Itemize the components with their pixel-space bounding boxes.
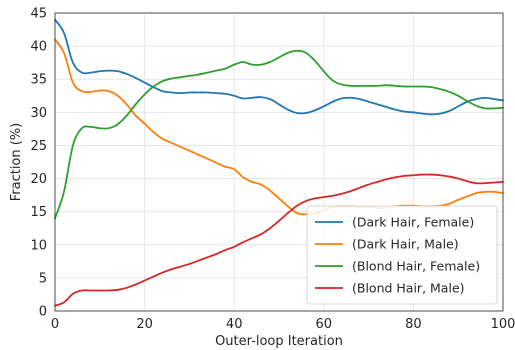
y-tick-label: 30 [30, 106, 47, 121]
legend-label-2: (Blond Hair, Female) [352, 259, 480, 274]
y-tick-label: 15 [30, 205, 47, 220]
axes: 0 20 40 60 80 100 0 5 10 15 20 25 30 35 40 45 [30, 7, 515, 333]
legend-label-1: (Dark Hair, Male) [352, 237, 459, 252]
x-tick-label: 100 [491, 317, 515, 332]
y-tick-label: 10 [30, 238, 47, 253]
series-line-0 [54, 18, 504, 116]
plot-frame [54, 12, 504, 312]
y-tick-label: 45 [30, 7, 47, 22]
y-tick-label: 25 [30, 139, 47, 154]
y-tick-label: 20 [30, 172, 47, 187]
y-tick-label: 40 [30, 40, 47, 55]
legend: (Dark Hair, Female) (Dark Hair, Male) (Blo… [306, 205, 498, 305]
legend-label-3: (Blond Hair, Male) [352, 281, 465, 296]
legend-box [306, 205, 498, 305]
y-tick-label: 5 [39, 271, 47, 286]
x-tick-label: 20 [136, 317, 153, 332]
x-tick-label: 80 [405, 317, 422, 332]
x-tick-label: 60 [316, 317, 333, 332]
series-line-2 [54, 49, 504, 220]
x-tick-label: 0 [51, 317, 59, 332]
legend-label-0: (Dark Hair, Female) [352, 215, 474, 230]
x-axis-label: Outer-loop Iteration [215, 334, 343, 349]
y-tick-label: 0 [39, 305, 47, 320]
y-axis-label: Fraction (%) [9, 123, 24, 202]
y-tick-label: 35 [30, 73, 47, 88]
series-line-3 [54, 173, 504, 307]
x-tick-label: 40 [226, 317, 243, 332]
